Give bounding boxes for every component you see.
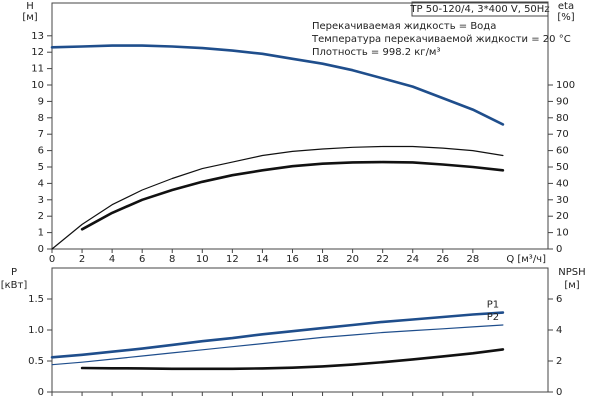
y2-tick-label: 40 <box>556 178 569 189</box>
plot-frame <box>51 2 549 250</box>
y-tick-label: 5 <box>38 162 44 173</box>
x-tick-label: 4 <box>109 254 115 265</box>
pump-model: TP 50-120/4, 3*400 V, 50Hz <box>409 4 549 15</box>
x-tick-label: 18 <box>316 254 329 265</box>
y-axis-label: P <box>11 267 17 278</box>
series-line <box>51 324 504 366</box>
series-line <box>80 348 505 371</box>
y2-tick-label: 100 <box>556 80 575 91</box>
y-tick-label: 7 <box>38 129 44 140</box>
y2-tick-label: 50 <box>556 162 569 173</box>
x-tick-label: 12 <box>226 254 239 265</box>
y2-tick-label: 80 <box>556 113 569 124</box>
x-tick-label: 2 <box>79 254 85 265</box>
y-axis-unit: [м] <box>22 12 37 23</box>
y-tick-label: 0 <box>38 244 44 255</box>
y2-tick-label: 6 <box>556 294 562 305</box>
series-line <box>50 44 505 126</box>
y2-tick-label: 70 <box>556 129 569 140</box>
y2-tick-label: 60 <box>556 146 569 157</box>
y-tick-label: 3 <box>38 195 44 206</box>
series-line <box>51 145 504 250</box>
y2-axis-unit: [%] <box>557 12 574 23</box>
y-tick-label: 1 <box>38 228 44 239</box>
info-line: Плотность = 998.2 кг/м³ <box>312 47 441 58</box>
x-axis-label: Q [м³/ч] <box>506 254 546 265</box>
x-tick-label: 0 <box>49 254 55 265</box>
x-tick-label: 24 <box>406 254 419 265</box>
y-tick-label: 0 <box>38 387 44 398</box>
y2-tick-label: 2 <box>556 356 562 367</box>
y2-tick-label: 4 <box>556 325 562 336</box>
x-tick-label: 26 <box>436 254 449 265</box>
y-tick-label: 10 <box>31 80 44 91</box>
y-tick-label: 8 <box>38 113 44 124</box>
x-tick-label: 10 <box>196 254 209 265</box>
info-line: Температура перекачиваемой жидкости = 20… <box>311 34 571 45</box>
x-tick-label: 20 <box>346 254 359 265</box>
series-line <box>80 160 505 231</box>
y-tick-label: 6 <box>38 146 44 157</box>
y-axis-unit: [кВт] <box>1 280 28 291</box>
series-label: P1 <box>487 300 499 311</box>
x-tick-label: 16 <box>286 254 299 265</box>
y-tick-label: 13 <box>31 31 44 42</box>
y2-tick-label: 30 <box>556 195 569 206</box>
y2-axis-label: eta <box>558 1 574 12</box>
y2-axis-label: NPSH <box>558 267 585 278</box>
y-tick-label: 1.0 <box>28 325 44 336</box>
y2-axis-unit: [м] <box>564 280 579 291</box>
series-label: P2 <box>487 312 499 323</box>
y-tick-label: 11 <box>31 64 44 75</box>
x-tick-label: 28 <box>466 254 479 265</box>
y2-tick-label: 0 <box>556 387 562 398</box>
x-tick-label: 22 <box>376 254 389 265</box>
y-tick-label: 9 <box>38 96 44 107</box>
y-tick-label: 4 <box>38 178 44 189</box>
y-tick-label: 12 <box>31 47 44 58</box>
y2-tick-label: 90 <box>556 96 569 107</box>
y-axis-label: H <box>26 1 34 12</box>
x-tick-label: 6 <box>139 254 145 265</box>
x-tick-label: 8 <box>169 254 175 265</box>
y2-tick-label: 10 <box>556 228 569 239</box>
y-tick-label: 0.5 <box>28 356 44 367</box>
y2-tick-label: 0 <box>556 244 562 255</box>
series-line <box>50 311 505 359</box>
info-line: Перекачиваемая жидкость = Вода <box>312 21 496 32</box>
y2-tick-label: 20 <box>556 211 569 222</box>
y-tick-label: 1.5 <box>28 294 44 305</box>
y-tick-label: 2 <box>38 211 44 222</box>
x-tick-label: 14 <box>256 254 269 265</box>
